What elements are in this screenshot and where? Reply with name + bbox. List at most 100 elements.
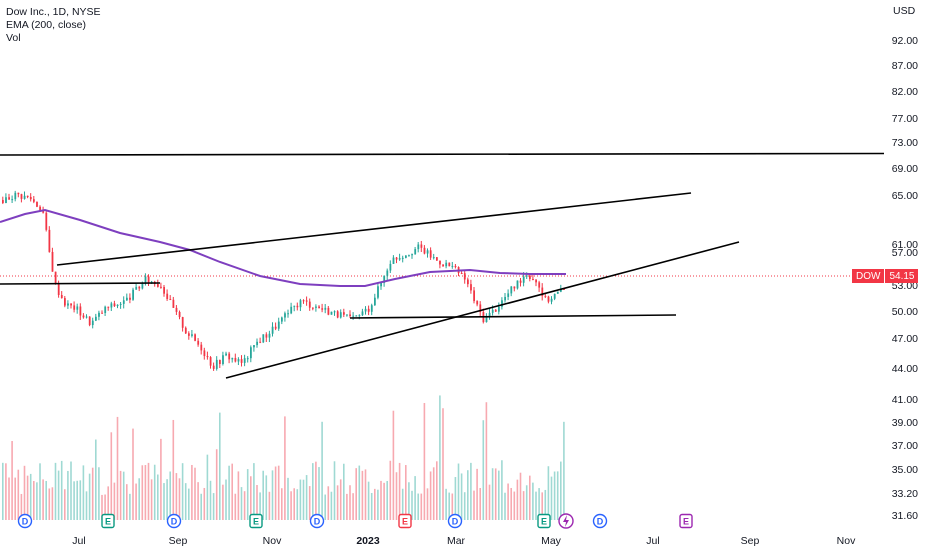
event-marker-label: E — [683, 517, 689, 527]
volume-bar — [95, 439, 97, 520]
volume-bar — [553, 471, 556, 520]
volume-bar — [392, 410, 395, 520]
candle-body — [541, 287, 544, 296]
volume-bar — [17, 469, 20, 520]
price-axis-label: 39.00 — [892, 417, 918, 429]
volume-bar — [110, 432, 113, 520]
volume-bar — [129, 493, 131, 520]
candle-body — [302, 300, 305, 302]
volume-bar — [184, 483, 187, 520]
candle-body — [377, 286, 379, 298]
lightning-icon — [563, 515, 569, 527]
candle-body — [82, 315, 85, 318]
candle-body — [374, 297, 376, 306]
upper-wedge-line — [56, 192, 692, 266]
candle-body — [76, 306, 79, 310]
candle-body — [209, 357, 212, 366]
candle-body — [339, 312, 342, 318]
candle-body — [405, 255, 407, 258]
candle-body — [160, 286, 162, 288]
candle-body — [498, 306, 500, 312]
time-axis-label: Nov — [837, 535, 856, 547]
volume-bar — [42, 479, 44, 520]
volume-bar — [116, 416, 119, 520]
volume-legend[interactable]: Vol — [6, 32, 21, 44]
volume-bar — [532, 482, 534, 520]
volume-bar — [349, 485, 351, 520]
volume-bar — [377, 489, 379, 520]
candle-body — [29, 196, 32, 200]
candle-body — [64, 298, 66, 306]
candle-body — [398, 258, 401, 260]
volume-bar — [352, 493, 354, 520]
candle-body — [529, 275, 531, 279]
candle-body — [432, 257, 435, 259]
chart-legend: Dow Inc., 1D, NYSE EMA (200, close) Vol — [6, 6, 101, 45]
volume-bar — [64, 489, 66, 520]
volume-bar — [318, 467, 320, 520]
volume-bar — [386, 480, 388, 520]
dividend-marker — [17, 513, 33, 529]
volume-bar — [451, 493, 454, 520]
volume-bar — [563, 421, 565, 520]
volume-bar — [91, 467, 94, 520]
time-axis-label: May — [541, 535, 562, 547]
volume-bar — [141, 465, 144, 520]
currency-label[interactable]: USD — [893, 5, 916, 17]
volume-bar — [172, 419, 175, 520]
time-axis-label: Jul — [72, 535, 85, 547]
candle-body — [157, 284, 159, 287]
candle-body — [321, 308, 324, 310]
candle-body — [355, 315, 358, 317]
volume-bar — [374, 488, 376, 520]
volume-bar — [178, 478, 181, 520]
price-axis-label: 82.00 — [892, 86, 918, 98]
candle-body — [485, 316, 488, 323]
candle-body — [501, 300, 503, 307]
event-marker-label: D — [171, 517, 178, 527]
volume-bar — [225, 479, 227, 520]
candle-body — [417, 244, 420, 250]
candle-body — [336, 311, 339, 318]
volume-bar — [324, 494, 326, 520]
candle-body — [95, 316, 97, 321]
volume-bar — [107, 486, 109, 520]
candle-body — [138, 286, 141, 289]
volume-bar — [293, 488, 295, 520]
candle-body — [265, 334, 268, 338]
candle-body — [79, 306, 82, 316]
volume-bar — [54, 462, 57, 520]
candle-body — [296, 305, 299, 308]
candle-body — [553, 293, 556, 299]
volume-bar — [445, 488, 447, 520]
volume-bar — [88, 473, 91, 520]
volume-bar — [2, 462, 4, 520]
candle-body — [113, 303, 116, 307]
candle-body — [119, 303, 122, 305]
candle-body — [73, 305, 76, 310]
price-axis-label: 41.00 — [892, 394, 918, 406]
volume-bar — [408, 482, 410, 520]
volume-bar — [550, 476, 553, 520]
candle-body — [454, 265, 457, 268]
candle-body — [426, 250, 429, 254]
volume-bar — [315, 461, 317, 520]
candle-body — [256, 341, 258, 346]
candle-body — [107, 306, 110, 308]
volume-bar — [104, 494, 106, 520]
volume-bar — [370, 493, 373, 520]
candle-body — [476, 301, 479, 305]
volume-bar — [507, 483, 509, 520]
candle-body — [299, 300, 302, 308]
volume-bar — [519, 472, 522, 520]
candle-body — [172, 299, 175, 308]
volume-bar — [510, 487, 512, 520]
volume-bar — [547, 466, 550, 520]
ema-legend[interactable]: EMA (200, close) — [6, 19, 86, 31]
volume-bar — [339, 479, 342, 520]
candle-body — [122, 300, 125, 304]
volume-bar — [367, 481, 370, 520]
candle-body — [364, 308, 367, 312]
symbol-legend[interactable]: Dow Inc., 1D, NYSE — [6, 6, 101, 18]
